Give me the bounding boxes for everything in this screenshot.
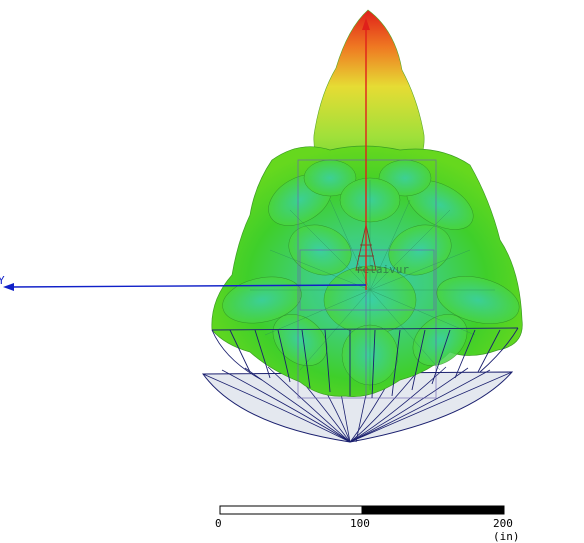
scale-tick-0: 0 <box>215 517 222 530</box>
x-axis <box>3 283 367 291</box>
scale-bar-graphic <box>219 505 505 515</box>
reflector-rim <box>211 327 519 399</box>
scale-bar: 0 100 200 (in) <box>212 504 520 543</box>
scale-tick-100: 100 <box>350 517 370 530</box>
axis-label-y: Y <box>0 274 5 287</box>
z-axis-arrowhead <box>362 18 370 30</box>
overlay-label: relaivur <box>356 263 409 276</box>
radiation-pattern-body <box>211 145 523 397</box>
x-axis-arrowhead <box>3 283 14 291</box>
z-axis <box>362 18 370 290</box>
scale-tick-200: 200 (in) <box>493 517 520 543</box>
